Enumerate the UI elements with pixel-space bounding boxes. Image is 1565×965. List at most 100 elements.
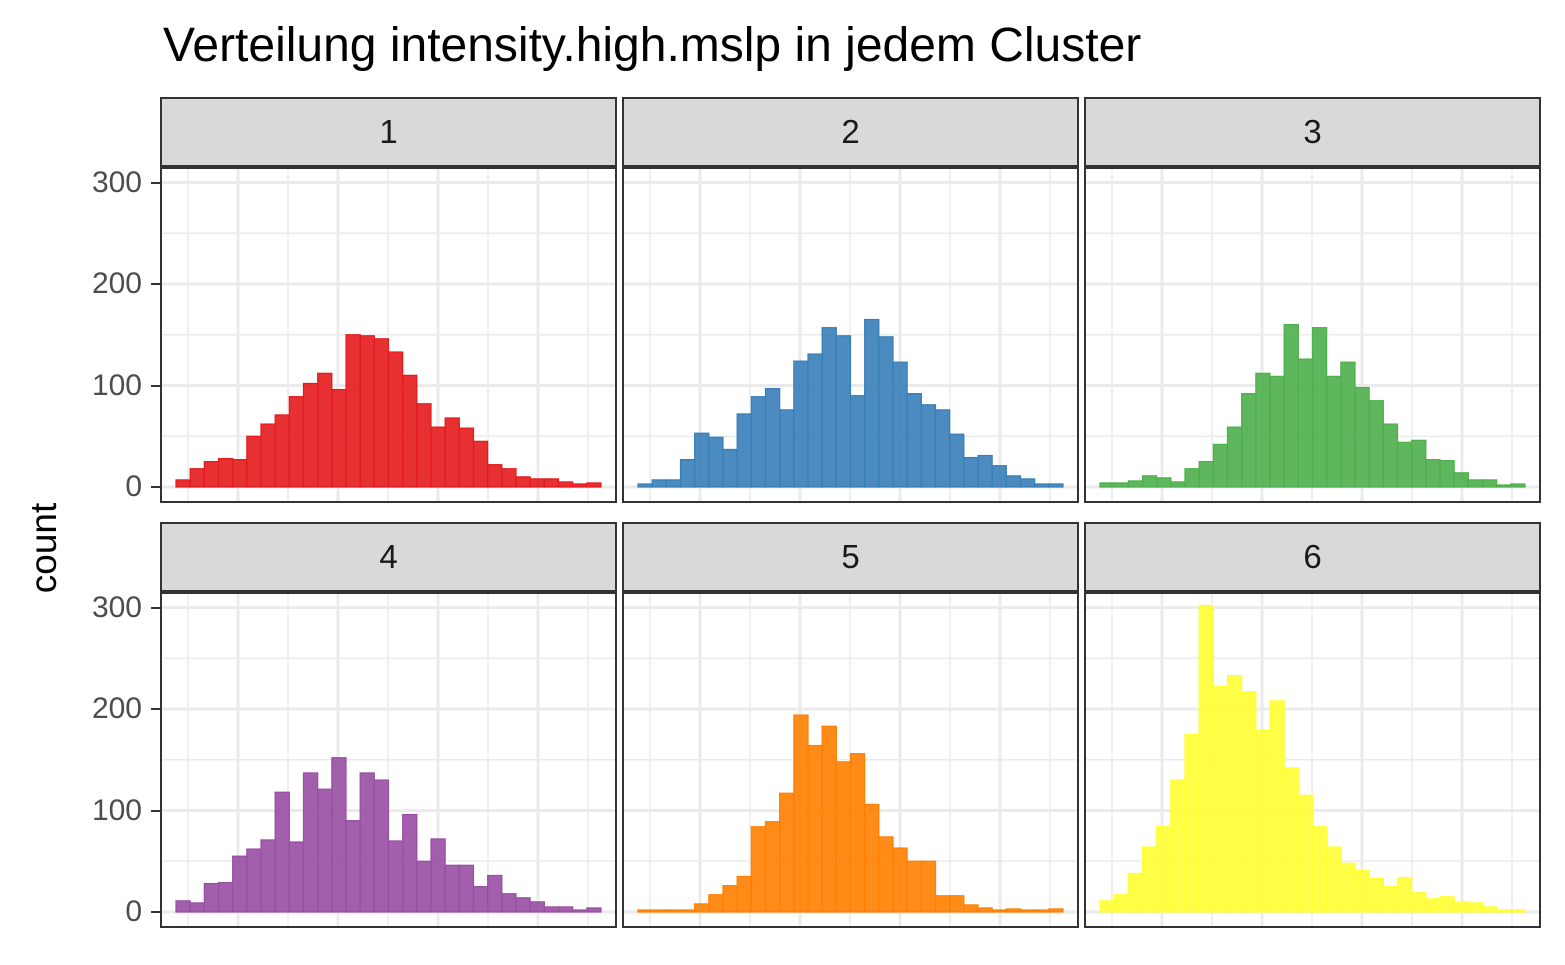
histogram-bar (189, 468, 205, 488)
histogram-bar (1241, 691, 1257, 913)
histogram-bar (260, 839, 276, 913)
histogram-bar (586, 907, 602, 913)
histogram-bar (1283, 767, 1299, 913)
histogram-bar (991, 909, 1007, 913)
histogram-bar (1439, 460, 1455, 488)
histogram-bar (246, 435, 262, 488)
facet-strip-label: 2 (841, 113, 860, 150)
histogram-bar (920, 860, 937, 913)
histogram-bar (665, 479, 682, 488)
facet-strip-label: 1 (379, 113, 398, 150)
histogram-bar (1411, 439, 1427, 488)
histogram-bar (793, 714, 809, 913)
histogram-bar (1170, 779, 1186, 913)
histogram-bar (1496, 909, 1512, 913)
histogram-bar (750, 826, 767, 913)
histogram-bar (1048, 483, 1064, 488)
histogram-bar (1453, 901, 1469, 913)
histogram-bar (821, 725, 837, 913)
histogram-bar (665, 909, 682, 913)
histogram-bar (651, 479, 667, 488)
histogram-bar (1382, 423, 1399, 488)
histogram-bar (722, 885, 738, 913)
histogram-bar (849, 395, 866, 488)
histogram-bar (1481, 906, 1498, 913)
histogram-bar (1212, 686, 1229, 913)
histogram-bar (387, 840, 404, 913)
histogram-bar (1113, 894, 1129, 913)
histogram-bar (934, 895, 951, 913)
histogram-bar (1396, 876, 1413, 913)
histogram-bar (708, 436, 724, 488)
histogram-bar (1283, 324, 1299, 488)
histogram-bar (515, 476, 531, 488)
y-tick-mark (151, 708, 160, 710)
panel-border (622, 592, 1079, 928)
histogram-bar (736, 413, 752, 488)
y-tick-label: 100 (91, 368, 142, 402)
histogram-bar (750, 396, 767, 488)
facet-panel-4: 4 (160, 522, 617, 928)
histogram-bar (232, 855, 248, 913)
histogram-bar (1019, 478, 1036, 488)
histogram-bar (1048, 908, 1064, 913)
histogram-bar (694, 903, 710, 913)
facet-plot-area (160, 592, 617, 928)
histogram-bar (515, 897, 531, 913)
histogram-bar (203, 882, 220, 913)
histogram-bar (694, 432, 710, 488)
histogram-bar (472, 440, 489, 488)
histogram-bar (1481, 479, 1498, 488)
histogram-bar (1170, 481, 1186, 488)
facet-plot-area (622, 592, 1079, 928)
y-tick-mark (151, 911, 160, 913)
histogram-bar (217, 881, 234, 913)
histogram-bar (175, 479, 191, 488)
histogram-bar (835, 335, 852, 488)
histogram-bar (906, 860, 922, 913)
histogram-bar (1340, 361, 1356, 488)
panel-border (160, 167, 617, 503)
y-tick-mark (151, 384, 160, 387)
panel-border (160, 592, 617, 928)
histogram-bar (430, 838, 446, 913)
histogram-bar (444, 864, 460, 913)
histogram-bar (1156, 826, 1172, 913)
histogram-bar (288, 396, 305, 488)
histogram-bar (1099, 900, 1115, 913)
histogram-bar (637, 483, 653, 488)
histogram-bar (651, 909, 667, 913)
histogram-bar (501, 893, 517, 913)
y-tick-mark (151, 283, 160, 285)
histogram-bar (764, 387, 781, 488)
histogram-bar (444, 417, 460, 488)
histogram-bar (1184, 733, 1200, 913)
histogram-bar (1099, 482, 1115, 488)
histogram-bar (1311, 327, 1328, 488)
histogram-bar (586, 482, 602, 488)
histogram-bar (458, 864, 475, 913)
histogram-bar (402, 813, 418, 913)
histogram-bar (1127, 480, 1144, 488)
histogram-bar (906, 393, 922, 488)
histogram-bar (892, 361, 908, 488)
histogram-bar (1127, 872, 1144, 913)
facet-panel-3: 3 (1084, 97, 1541, 503)
histogram-bar (1156, 477, 1172, 488)
histogram-bar (1198, 604, 1214, 913)
histogram-bar (1311, 826, 1328, 913)
histogram-bar (387, 351, 404, 488)
histogram-bar (402, 374, 418, 488)
histogram-bar (963, 904, 979, 913)
histogram-bar (1354, 386, 1370, 488)
histogram-bar (331, 757, 347, 913)
facet-plot-area (1084, 167, 1541, 503)
facet-panel-5: 5 (622, 522, 1079, 928)
y-tick-mark (151, 809, 160, 812)
histogram-bar (232, 458, 248, 488)
y-tick-label: 300 (91, 165, 142, 199)
histogram-bar (1467, 479, 1484, 488)
histogram-bar (864, 803, 880, 913)
histogram-bar (1226, 674, 1243, 913)
panel-border (1084, 592, 1541, 928)
